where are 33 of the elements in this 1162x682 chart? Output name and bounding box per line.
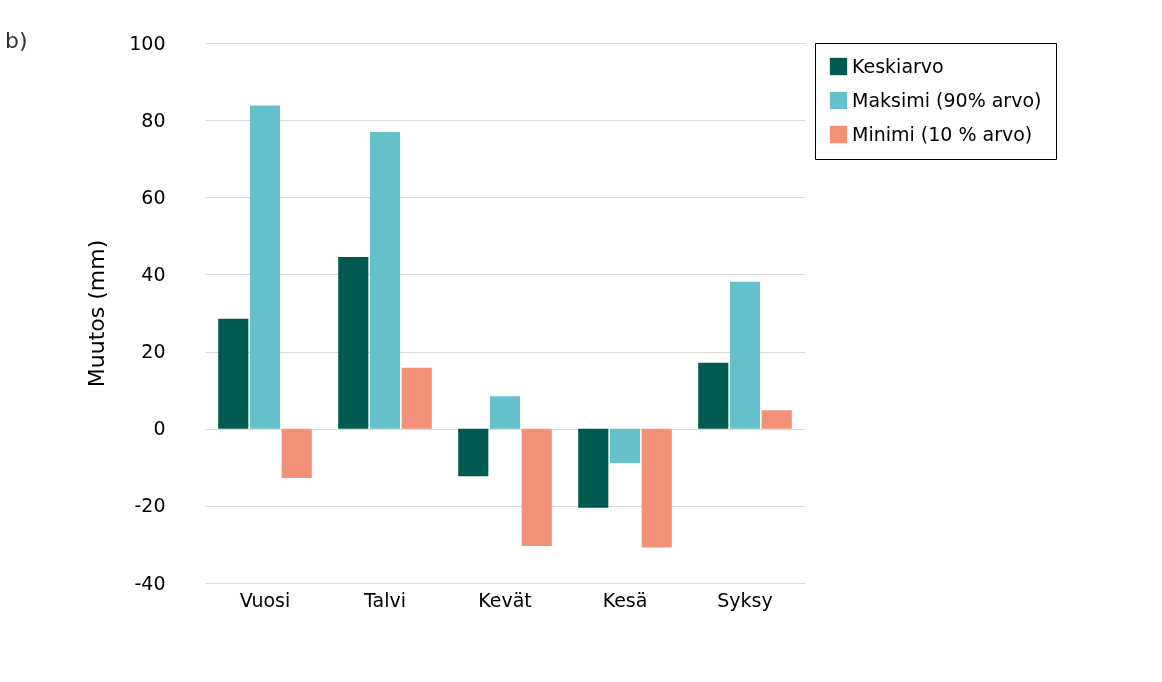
bar xyxy=(609,428,641,464)
y-tick-label: 100 xyxy=(129,31,166,54)
y-axis-title: Muutos (mm) xyxy=(84,239,110,388)
bar xyxy=(521,428,552,546)
bar xyxy=(698,362,729,429)
legend-label: Keskiarvo xyxy=(852,54,944,77)
bar xyxy=(578,428,609,508)
y-tick-label: -20 xyxy=(134,494,166,517)
x-tick-label: Talvi xyxy=(363,588,406,611)
legend-label: Maksimi (90% arvo) xyxy=(852,88,1042,111)
x-tick-label: Kesä xyxy=(602,588,648,611)
bar xyxy=(489,396,521,429)
bar xyxy=(729,281,761,429)
bar xyxy=(458,428,489,477)
x-tick-label: Kevät xyxy=(478,588,532,611)
y-tick-label: 60 xyxy=(141,185,166,208)
bar xyxy=(338,257,369,429)
bar xyxy=(369,132,401,429)
y-tick-label: -40 xyxy=(134,571,166,594)
y-tick-label: 0 xyxy=(153,417,166,440)
bar xyxy=(281,428,312,479)
text: b) xyxy=(5,28,28,53)
y-tick-label: 40 xyxy=(141,262,166,285)
y-tick-label: 80 xyxy=(141,108,166,131)
bar xyxy=(249,105,281,429)
x-tick-label: Syksy xyxy=(717,588,773,611)
y-tick-label: 20 xyxy=(141,340,166,363)
bar xyxy=(401,367,432,429)
bar xyxy=(761,410,792,429)
legend-label: Minimi (10 % arvo) xyxy=(852,122,1033,145)
bar xyxy=(641,428,672,548)
x-tick-label: Vuosi xyxy=(239,588,291,611)
bar xyxy=(218,318,249,429)
